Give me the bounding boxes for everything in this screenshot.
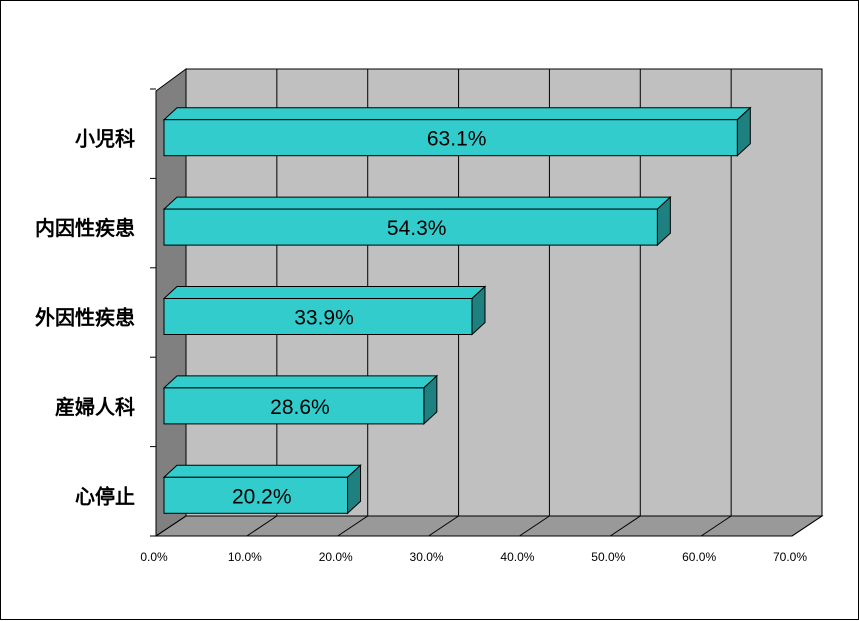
bar bbox=[162, 285, 487, 336]
data-label: 33.9% bbox=[294, 307, 354, 330]
floor-gridline bbox=[155, 515, 187, 537]
bar-top-face bbox=[162, 107, 752, 121]
x-tick-label: 10.0% bbox=[228, 550, 262, 564]
bar-front-face bbox=[163, 387, 425, 425]
x-tick-label: 20.0% bbox=[319, 550, 353, 564]
bar-front-face bbox=[163, 298, 473, 335]
bar bbox=[162, 195, 672, 247]
x-tick-label: 30.0% bbox=[410, 550, 444, 564]
category-label: 心停止 bbox=[75, 484, 135, 508]
floor-gridline bbox=[791, 515, 823, 537]
bar-top-face bbox=[162, 286, 487, 299]
category-label: 外因性疾患 bbox=[35, 306, 135, 330]
bar-top-face bbox=[162, 196, 672, 210]
bar-front-face bbox=[163, 208, 658, 246]
x-tick-label: 60.0% bbox=[682, 550, 716, 564]
data-label: 28.6% bbox=[270, 396, 330, 419]
floor bbox=[154, 515, 824, 537]
floor-gridline bbox=[337, 515, 368, 537]
bar bbox=[162, 106, 752, 157]
data-label: 54.3% bbox=[387, 217, 447, 240]
data-label: 63.1% bbox=[427, 128, 487, 151]
floor-gridline bbox=[610, 515, 641, 537]
x-tick-label: 70.0% bbox=[773, 550, 807, 564]
category-label: 内因性疾患 bbox=[35, 216, 135, 240]
x-tick-label: 40.0% bbox=[500, 550, 534, 564]
data-label: 20.2% bbox=[232, 485, 292, 508]
bar-top-face bbox=[162, 375, 439, 389]
x-tick-label: 0.0% bbox=[140, 550, 168, 564]
bar-front-face bbox=[163, 476, 349, 514]
bar bbox=[162, 464, 362, 515]
category-label: 小児科 bbox=[75, 127, 135, 151]
floor-gridline bbox=[246, 515, 278, 537]
bar bbox=[162, 374, 439, 426]
x-tick-label: 50.0% bbox=[591, 550, 625, 564]
bar-front-face bbox=[163, 119, 738, 157]
floor-gridline bbox=[700, 515, 732, 537]
floor-gridline bbox=[428, 515, 459, 537]
floor-gridline bbox=[519, 515, 550, 537]
bar-top-face bbox=[162, 464, 362, 478]
category-label: 産婦人科 bbox=[55, 395, 135, 419]
